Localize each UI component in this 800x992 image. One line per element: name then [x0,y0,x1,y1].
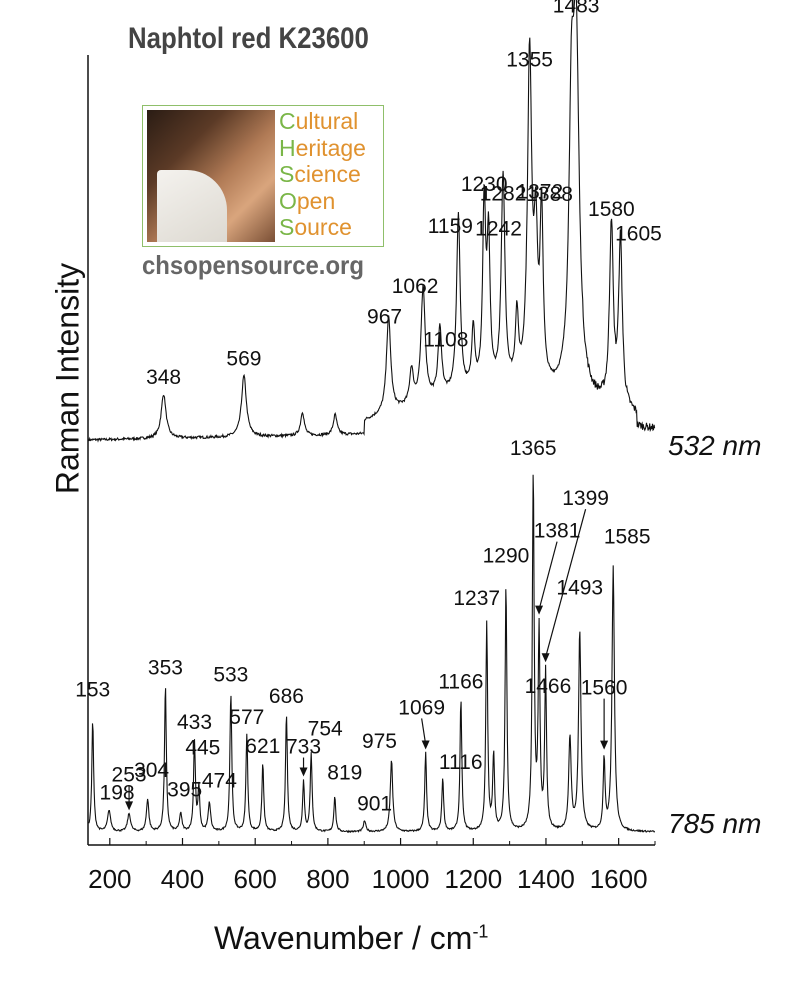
x-tick-label: 800 [306,864,349,894]
peak-label: 733 [286,736,321,759]
peak-label: 1388 [526,183,573,206]
logo-word-rest: pen [296,187,336,214]
peak-label: 1237 [453,587,500,610]
peak-label: 1381 [534,520,581,543]
peak-label: 1365 [510,437,557,460]
peak-label: 395 [167,778,202,801]
peak-label: 819 [327,762,362,785]
peak-label: 1108 [423,329,468,352]
logo-word-rest: ource [294,214,352,240]
logo-word-initial: H [279,134,296,161]
logo-word-3: Open [279,188,366,215]
portrait-image [147,110,275,242]
peak-label: 353 [148,656,183,679]
peak-labels: 348 569 967 1062 1108 1159 1230 1242 1282 1355 137… [75,0,662,816]
peak-label: 153 [75,679,110,702]
x-axis-label-sup: -1 [472,921,489,942]
peak-label: 1399 [562,487,609,510]
spectrum-line-785 [88,474,656,834]
peak-label: 621 [245,735,280,758]
logo-word-initial: S [279,214,295,240]
x-axis-label: Wavenumber / cm-1 [214,920,488,957]
peak-label: 1062 [392,275,439,298]
peak-arrow-head [421,740,430,750]
logo-word-rest: ultural [295,108,359,134]
logo-wordmark: Cultural Heritage Science Open Source [279,108,366,241]
peak-label: 1290 [483,545,530,568]
x-tick-label: 200 [88,864,131,894]
logo-word-rest: eritage [295,134,366,161]
peak-label: 304 [134,759,169,782]
chart-title: Naphtol red K23600 [128,22,369,55]
peak-label: 577 [229,706,264,729]
peak-label: 198 [100,782,135,805]
peak-arrow-head [541,653,550,663]
x-axis-label-text: Wavenumber / cm [214,920,473,956]
peak-label: 1466 [525,675,572,698]
peak-label: 1282 [480,183,527,206]
chs-logo: Cultural Heritage Science Open Source [142,105,384,247]
peak-arrow-line [545,509,587,658]
x-tick-label: 1400 [517,864,575,894]
peak-label: 1560 [581,677,628,700]
logo-word-4: Source [279,214,366,241]
logo-word-2: Science [279,161,366,188]
peak-label: 533 [213,663,248,686]
peak-label: 1483 [553,0,600,18]
peak-label: 1493 [556,576,603,599]
logo-word-0: Cultural [279,108,366,135]
peak-label: 1355 [506,48,553,71]
peak-label: 1166 [438,670,483,693]
peak-label: 1230 [461,173,508,196]
spectrum-line-532 [88,0,656,443]
x-tick-label: 1600 [590,864,648,894]
peak-arrow-head [535,605,544,615]
logo-word-1: Heritage [279,135,366,162]
peak-label: 348 [146,366,181,389]
logo-word-initial: O [279,187,297,214]
axes [87,55,656,846]
peak-arrow-line [421,718,427,745]
peak-label: 253 [112,763,147,786]
peak-label: 1069 [398,696,445,719]
x-tick-label: 1200 [444,864,502,894]
peak-label: 1580 [588,198,635,221]
spectrum-traces [88,0,656,834]
peak-label: 967 [367,306,402,329]
peak-label: 569 [226,348,261,371]
logo-url: chsopensource.org [142,250,364,280]
logo-word-rest: cience [294,161,361,187]
peak-label: 1242 [475,218,522,241]
peak-arrow-head [299,767,308,777]
peak-arrow-line [538,541,558,610]
peak-label: 1159 [428,215,473,238]
y-axis-label: Raman Intensity [49,262,86,495]
peak-label: 1116 [439,751,483,774]
peak-label: 686 [269,685,304,708]
peak-label: 445 [185,737,220,760]
peak-label: 1605 [615,222,662,245]
peak-label: 754 [308,718,343,741]
x-tick-label: 600 [233,864,276,894]
peak-label: 901 [357,793,392,816]
x-tick-label: 400 [161,864,204,894]
series-label-785: 785 nm [668,808,762,839]
x-tick-label: 1000 [372,864,430,894]
peak-label: 474 [202,770,237,793]
peak-label: 433 [177,711,212,734]
x-tick-labels: 200 400 600 800 1000 1200 1400 1600 [88,864,647,894]
peak-arrow-head [125,801,134,811]
page-curl [157,170,227,242]
logo-word-initial: S [279,161,295,187]
peak-arrow-head [600,740,609,750]
peak-label: 1585 [604,525,651,548]
peak-label: 975 [362,730,397,753]
logo-word-initial: C [279,108,296,134]
series-label-532: 532 nm [668,430,762,461]
peak-label: 1372 [516,180,563,203]
